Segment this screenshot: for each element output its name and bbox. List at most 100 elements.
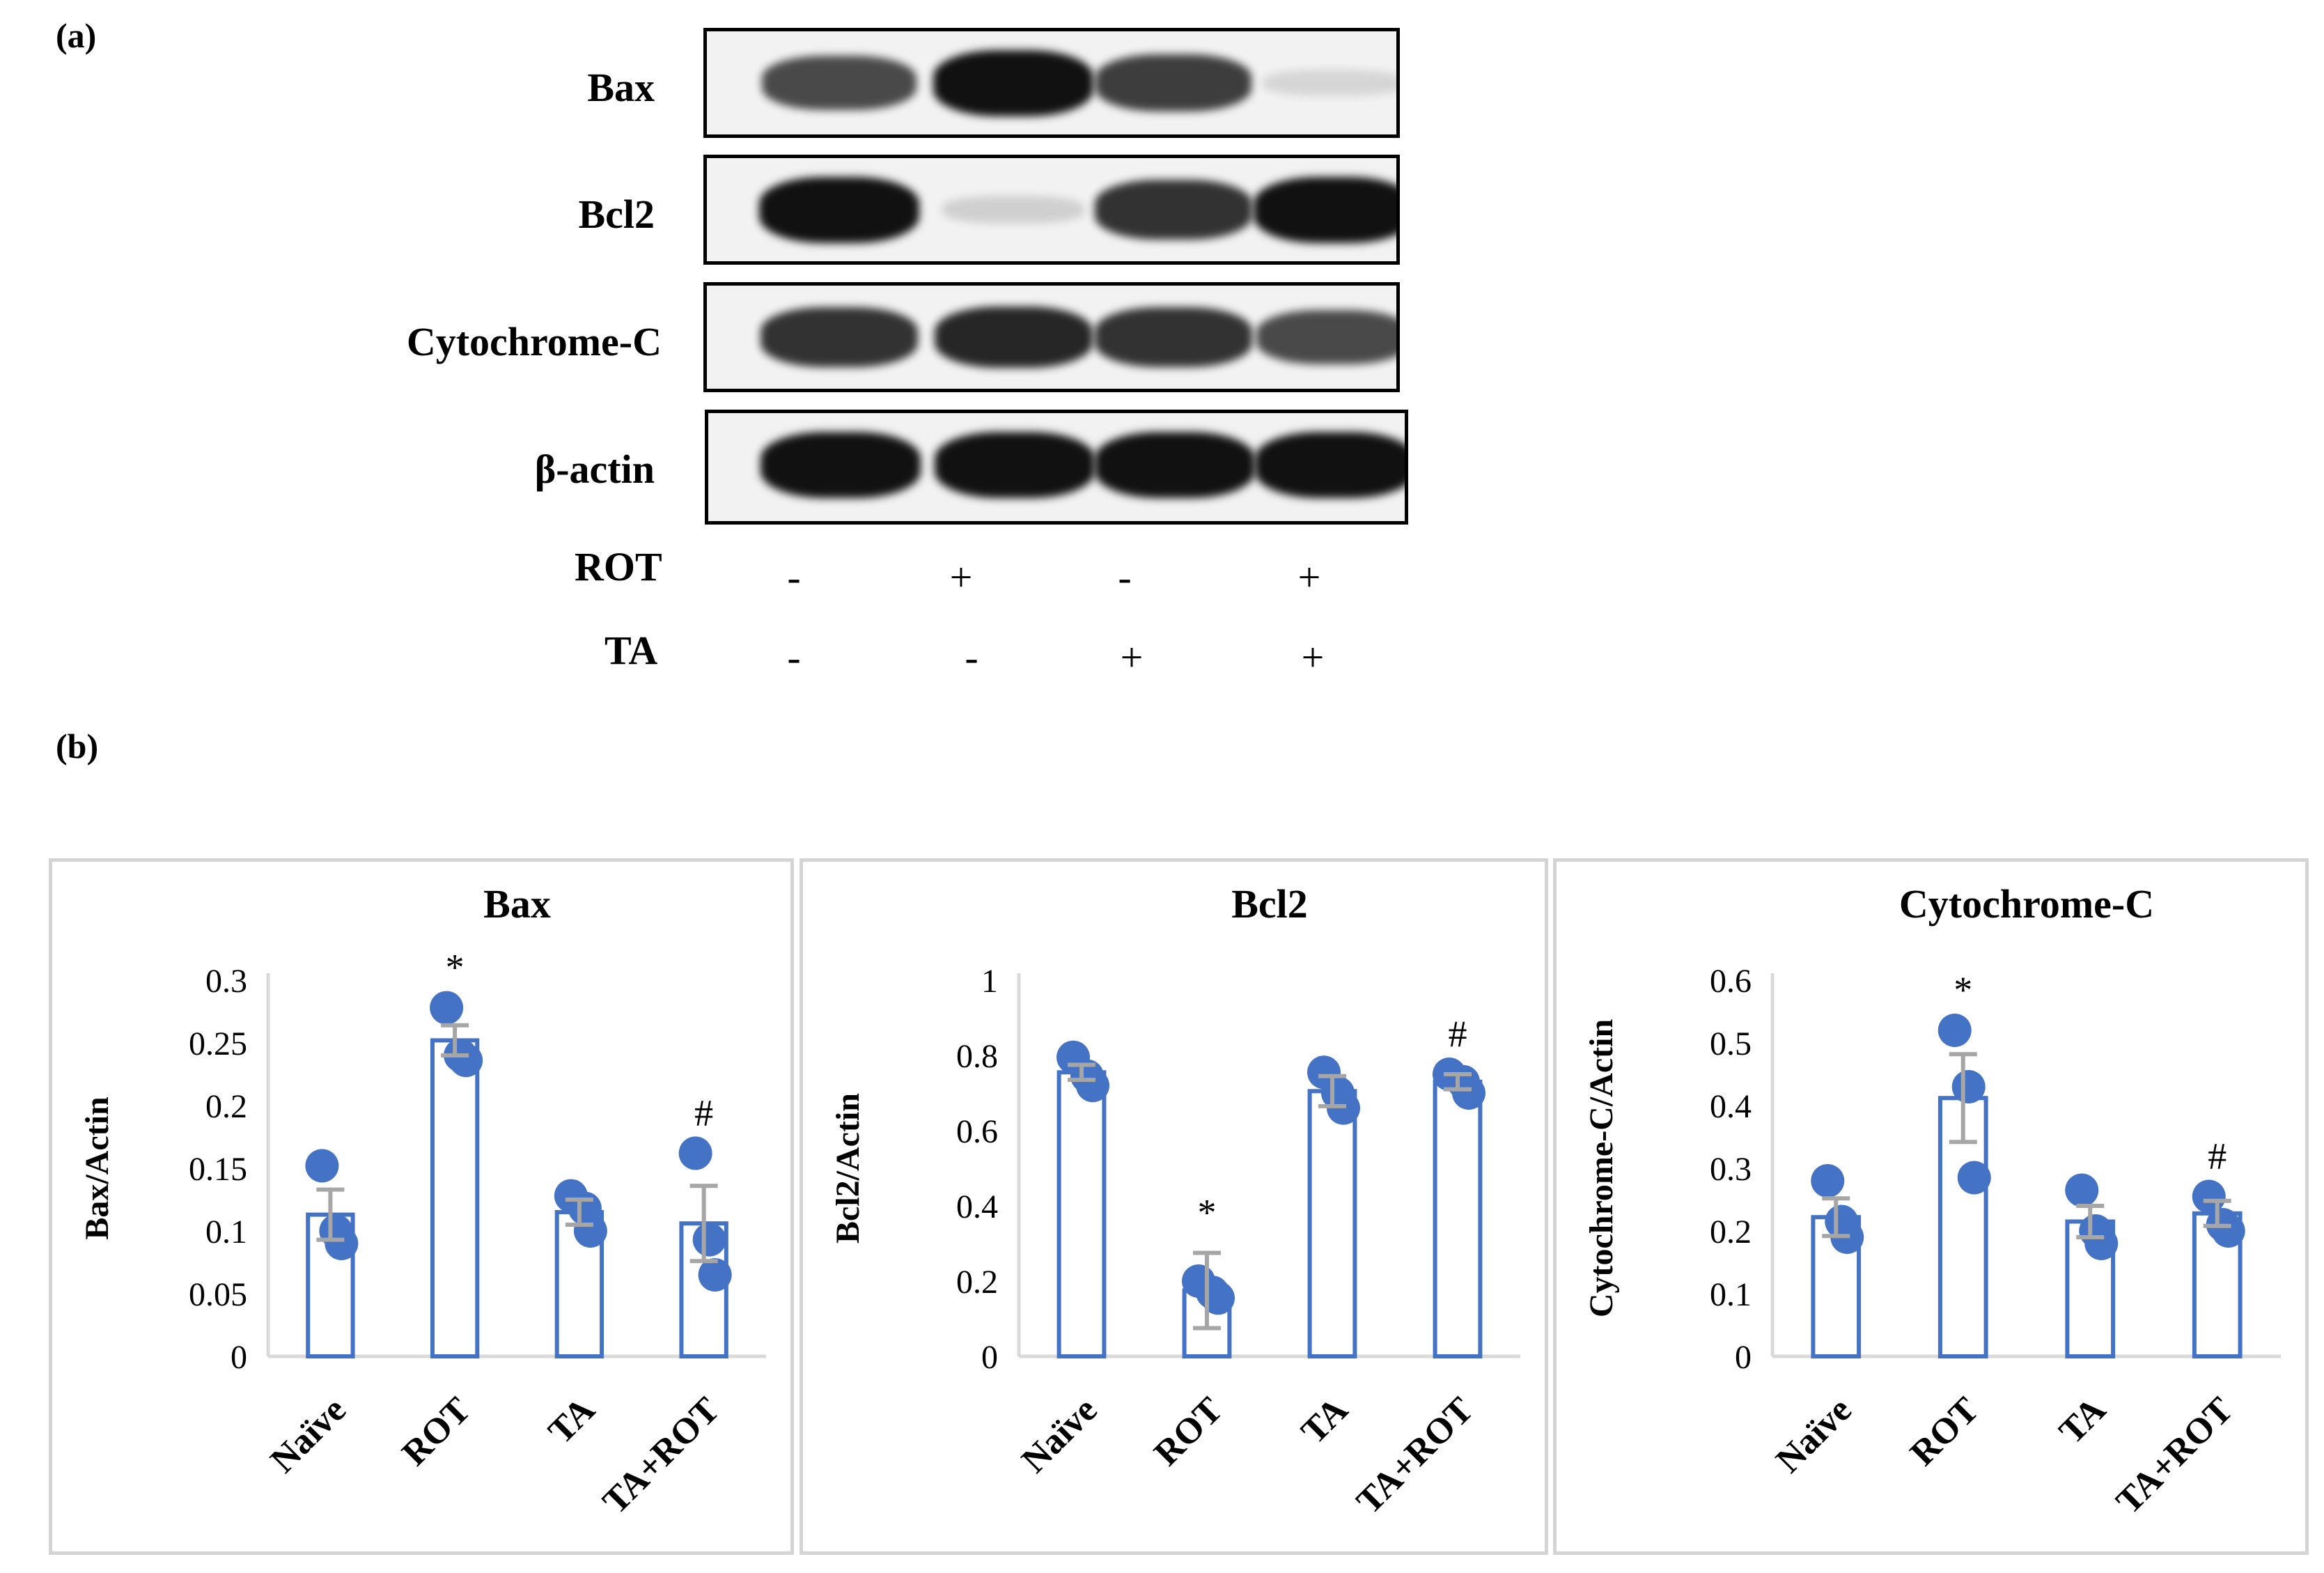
blot-band bbox=[761, 55, 917, 111]
blot-image bbox=[703, 155, 1400, 265]
y-tick-label: 0.8 bbox=[956, 1038, 998, 1075]
x-tick-label: ROT bbox=[1903, 1390, 1986, 1473]
data-point bbox=[1076, 1069, 1109, 1103]
treatment-sign: - bbox=[787, 635, 801, 680]
blot-label: β-actin bbox=[534, 447, 655, 492]
blot-row-bcl2: Bcl2 bbox=[0, 155, 2324, 273]
x-tick-label: TA bbox=[541, 1390, 603, 1452]
chart-title: Cytochrome-C bbox=[1899, 881, 2154, 927]
chart-panel-cytochrome-c: Cytochrome-C 0 0.1 0.2 0.3 0.4 0.5 0.6 Cytochrom… bbox=[1553, 858, 2309, 1555]
panel-a-label: (a) bbox=[56, 16, 97, 55]
treatment-sign: - bbox=[787, 555, 801, 600]
significance-marker: # bbox=[1449, 1013, 1467, 1055]
data-point bbox=[1452, 1076, 1485, 1110]
data-point bbox=[1957, 1161, 1991, 1195]
blot-band bbox=[933, 49, 1093, 116]
y-tick-label: 0 bbox=[981, 1339, 998, 1376]
y-tick-label: 0.4 bbox=[956, 1188, 998, 1225]
y-axis-label: Bax/Actin bbox=[79, 1097, 116, 1239]
y-tick-label: 0.2 bbox=[205, 1088, 247, 1125]
bar bbox=[1433, 1079, 1483, 1358]
data-point bbox=[2065, 1173, 2099, 1207]
data-point bbox=[698, 1258, 732, 1292]
blot-band bbox=[761, 431, 921, 498]
data-point bbox=[1951, 1070, 1986, 1103]
significance-marker: # bbox=[2208, 1136, 2226, 1177]
x-tick-label: Naïve bbox=[263, 1390, 354, 1480]
x-tick-label: TA bbox=[2052, 1390, 2114, 1452]
x-tick-label: TA+ROT bbox=[595, 1390, 727, 1521]
chart-title: Bcl2 bbox=[1231, 881, 1308, 927]
data-point bbox=[2211, 1214, 2245, 1248]
treatment-label-rot: ROT bbox=[575, 544, 662, 589]
x-tick-label: ROT bbox=[1146, 1390, 1230, 1473]
x-tick-label: TA+ROT bbox=[1349, 1390, 1481, 1521]
y-tick-label: 0.25 bbox=[189, 1025, 247, 1062]
data-point bbox=[1201, 1281, 1235, 1315]
x-tick-label: TA bbox=[1294, 1390, 1356, 1452]
chart-cytochrome-c: Cytochrome-C 0 0.1 0.2 0.3 0.4 0.5 0.6 Cytochrom… bbox=[1583, 881, 2281, 1521]
y-tick-label: 0.2 bbox=[1710, 1214, 1752, 1250]
data-point bbox=[325, 1227, 359, 1260]
data-point bbox=[449, 1044, 483, 1078]
chart-bax: Bax 0 0.05 0.1 0.15 0.2 0.25 0.3 Bax/Actin Naïve *… bbox=[79, 881, 766, 1521]
bar bbox=[430, 1038, 480, 1358]
significance-marker: * bbox=[1198, 1192, 1217, 1234]
y-tick-label: 0.15 bbox=[189, 1151, 247, 1188]
chart-panel-bcl2: Bcl2 0 0.2 0.4 0.6 0.8 1 Bcl2/Actin Naïve * ROT TA #… bbox=[800, 858, 1548, 1555]
data-point bbox=[678, 1136, 712, 1170]
blot-image bbox=[705, 410, 1408, 525]
y-tick-label: 0.05 bbox=[189, 1276, 247, 1313]
blot-band bbox=[1254, 176, 1396, 243]
y-tick-label: 0 bbox=[231, 1339, 247, 1376]
x-tick-label: TA+ROT bbox=[2109, 1390, 2240, 1521]
blot-band bbox=[1095, 180, 1252, 240]
chart-title: Bax bbox=[483, 881, 551, 927]
blot-label: Cytochrome-C bbox=[406, 319, 662, 364]
x-tick-label: Naïve bbox=[1769, 1390, 1859, 1480]
significance-marker: * bbox=[446, 947, 465, 989]
blot-label: Bcl2 bbox=[578, 192, 655, 237]
treatment-sign: + bbox=[1301, 635, 1325, 680]
blot-image bbox=[703, 28, 1400, 138]
y-tick-label: 0.2 bbox=[956, 1264, 998, 1301]
significance-marker: * bbox=[1953, 969, 1972, 1011]
y-axis-label: Cytochrome-C/Actin bbox=[1583, 1019, 1620, 1317]
blot-row-bax: Bax bbox=[0, 28, 2324, 146]
x-tick-label: ROT bbox=[395, 1390, 478, 1473]
y-tick-label: 1 bbox=[981, 963, 998, 1000]
blot-band bbox=[1256, 309, 1396, 365]
treatment-label-ta: TA bbox=[605, 628, 658, 673]
blot-band bbox=[935, 431, 1095, 498]
y-tick-label: 0.1 bbox=[205, 1214, 247, 1250]
blot-image bbox=[703, 282, 1400, 392]
blot-band bbox=[1095, 54, 1251, 111]
significance-marker: # bbox=[694, 1092, 713, 1133]
y-tick-label: 0.3 bbox=[1710, 1151, 1752, 1188]
x-tick-label: Naïve bbox=[1014, 1390, 1105, 1480]
treatment-sign: - bbox=[965, 635, 978, 680]
chart-panel-bax: Bax 0 0.05 0.1 0.15 0.2 0.25 0.3 Bax/Actin Naïve *… bbox=[49, 858, 794, 1555]
panel-b-label: (b) bbox=[56, 727, 99, 766]
blot-band bbox=[934, 306, 1093, 369]
treatment-sign: + bbox=[1120, 635, 1144, 680]
blot-band bbox=[1095, 431, 1255, 498]
blot-band bbox=[759, 176, 919, 243]
blot-band bbox=[942, 196, 1085, 224]
blot-label: Bax bbox=[587, 65, 655, 110]
y-tick-label: 0.1 bbox=[1710, 1276, 1752, 1313]
data-point bbox=[1937, 1014, 1972, 1047]
y-tick-label: 0.6 bbox=[1710, 963, 1752, 1000]
chart-bcl2: Bcl2 0 0.2 0.4 0.6 0.8 1 Bcl2/Actin Naïve * ROT TA #… bbox=[829, 881, 1520, 1521]
data-point bbox=[1811, 1164, 1845, 1198]
y-tick-label: 0.4 bbox=[1710, 1088, 1752, 1125]
data-point bbox=[305, 1149, 339, 1183]
treatment-sign: + bbox=[1297, 555, 1321, 600]
blot-band bbox=[1263, 70, 1396, 96]
blot-row-beta-actin: β-actin bbox=[0, 410, 2324, 528]
bar bbox=[1056, 1070, 1107, 1358]
y-tick-label: 0 bbox=[1735, 1339, 1752, 1376]
treatment-sign: - bbox=[1118, 555, 1132, 600]
y-tick-label: 0.5 bbox=[1710, 1025, 1752, 1062]
y-axis-label: Bcl2/Actin bbox=[829, 1093, 866, 1243]
